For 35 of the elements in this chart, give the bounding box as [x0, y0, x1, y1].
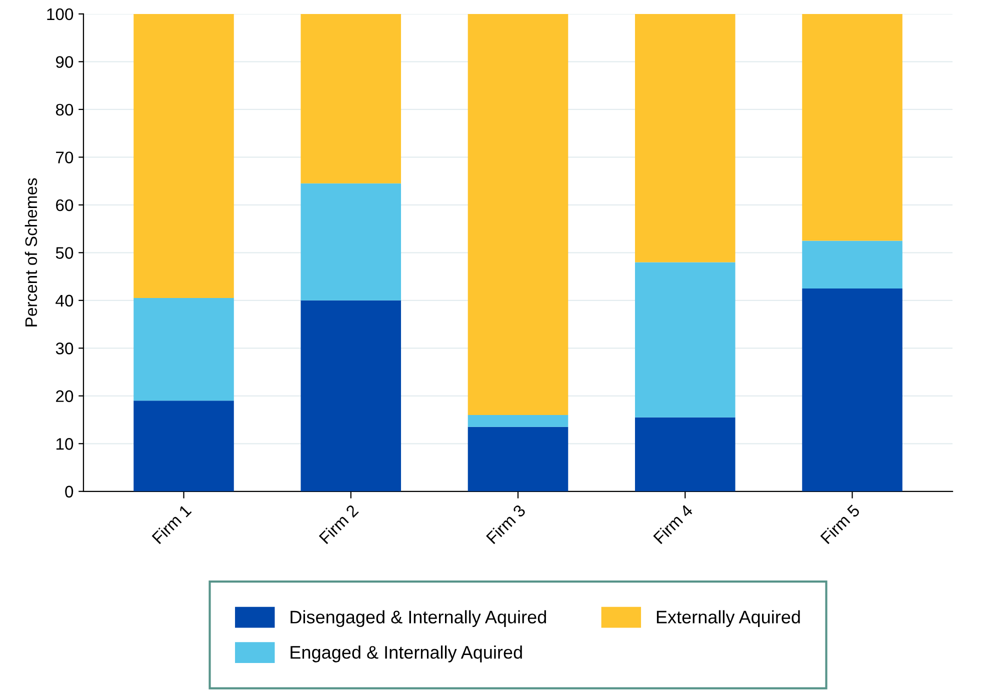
- bar: [468, 414, 568, 427]
- bar: [802, 288, 902, 492]
- bar: [802, 240, 902, 288]
- x-tick-label: Firm 1: [151, 504, 192, 544]
- y-tick-label: 50: [56, 247, 74, 259]
- x-tick-label: Firm 5: [820, 504, 860, 544]
- y-tick-label: 10: [56, 438, 74, 450]
- legend-label: Externally Aquired: [656, 610, 800, 628]
- legend-label: Disengaged & Internally Aquired: [290, 610, 546, 628]
- legend-label: Engaged & Internally Aquired: [290, 646, 522, 662]
- y-tick-label: 80: [56, 104, 74, 116]
- bar: [134, 400, 234, 492]
- bar: [300, 183, 402, 300]
- y-tick-label: 90: [56, 56, 74, 68]
- bar: [300, 14, 402, 184]
- y-tick-label: 0: [65, 486, 74, 498]
- bar: [802, 14, 902, 241]
- bar: [134, 298, 234, 401]
- bar: [634, 14, 736, 262]
- y-axis-title: Percent of Schemes: [24, 178, 38, 326]
- bar: [634, 417, 736, 492]
- y-tick-label: 40: [56, 294, 74, 307]
- bar: [634, 262, 736, 418]
- x-tick-label: Firm 3: [486, 504, 526, 544]
- x-tick-label: Firm 2: [318, 504, 359, 544]
- y-tick-label: 30: [56, 342, 74, 354]
- y-tick-label: 20: [56, 390, 74, 402]
- bar: [134, 14, 234, 298]
- y-tick-label: 60: [56, 199, 74, 212]
- y-tick-label: 100: [47, 8, 74, 20]
- bar: [468, 426, 568, 492]
- x-tick-label: Firm 4: [652, 504, 694, 544]
- bar: [300, 300, 402, 492]
- y-tick-label: 70: [56, 152, 74, 164]
- bar: [468, 14, 568, 415]
